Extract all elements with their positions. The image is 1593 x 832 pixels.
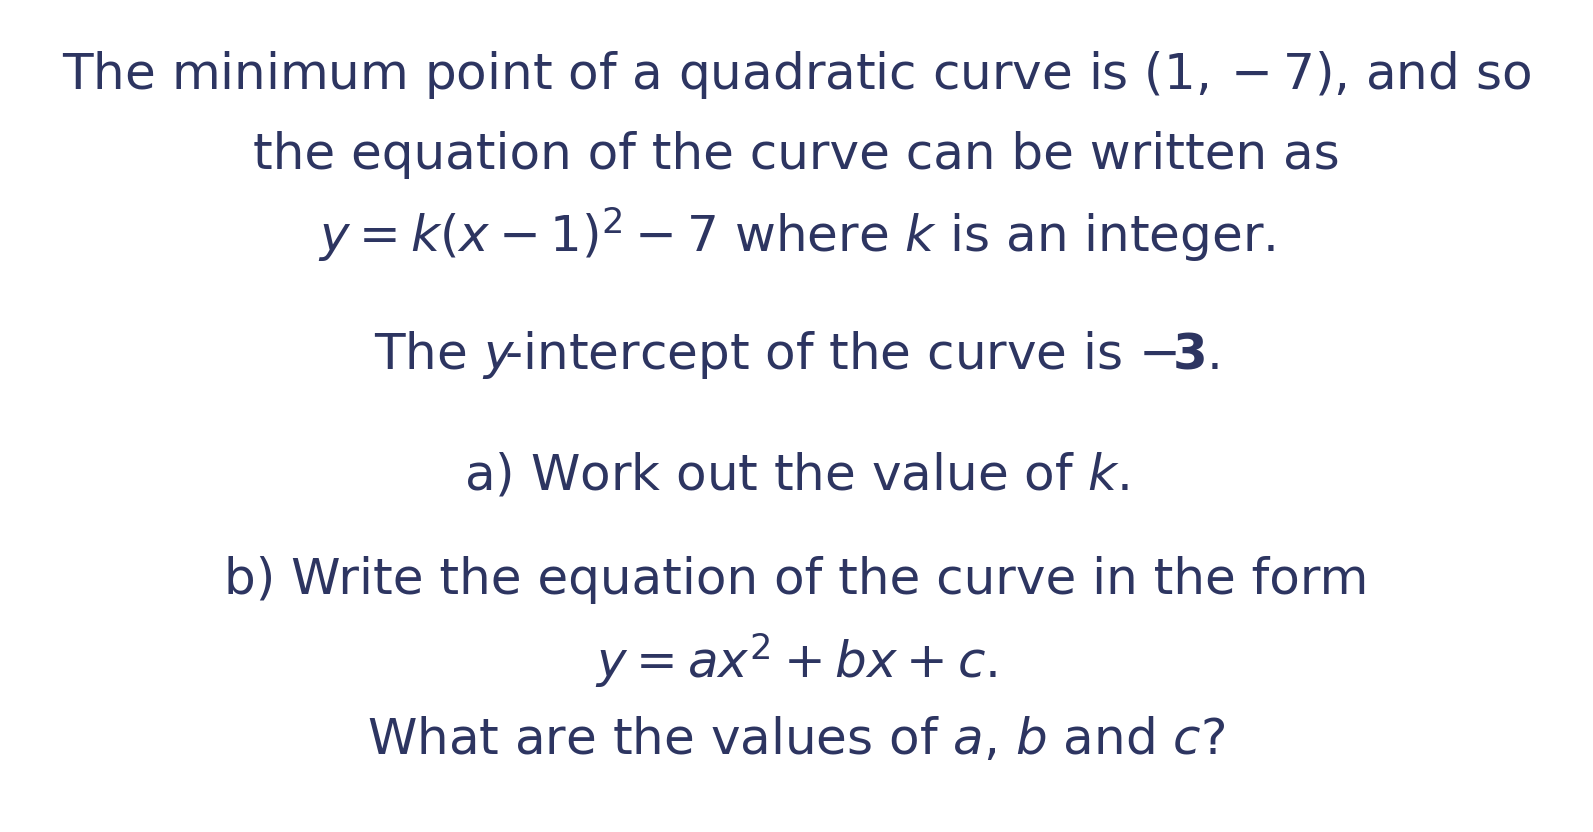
Text: the equation of the curve can be written as: the equation of the curve can be written… — [253, 131, 1340, 179]
Text: $y = k(x - 1)^2 - 7$ where $k$ is an integer.: $y = k(x - 1)^2 - 7$ where $k$ is an int… — [319, 206, 1274, 265]
Text: What are the values of $a$, $b$ and $c$?: What are the values of $a$, $b$ and $c$? — [368, 716, 1225, 764]
Text: a) Work out the value of $k$.: a) Work out the value of $k$. — [464, 451, 1129, 499]
Text: The minimum point of a quadratic curve is $(1, -7)$, and so: The minimum point of a quadratic curve i… — [62, 49, 1531, 101]
Text: b) Write the equation of the curve in the form: b) Write the equation of the curve in th… — [225, 556, 1368, 604]
Text: The $y\!$-intercept of the curve is $-\!{\bf 3}$.: The $y\!$-intercept of the curve is $-\!… — [374, 329, 1219, 381]
Text: $y = ax^2 + bx + c.$: $y = ax^2 + bx + c.$ — [596, 631, 997, 690]
